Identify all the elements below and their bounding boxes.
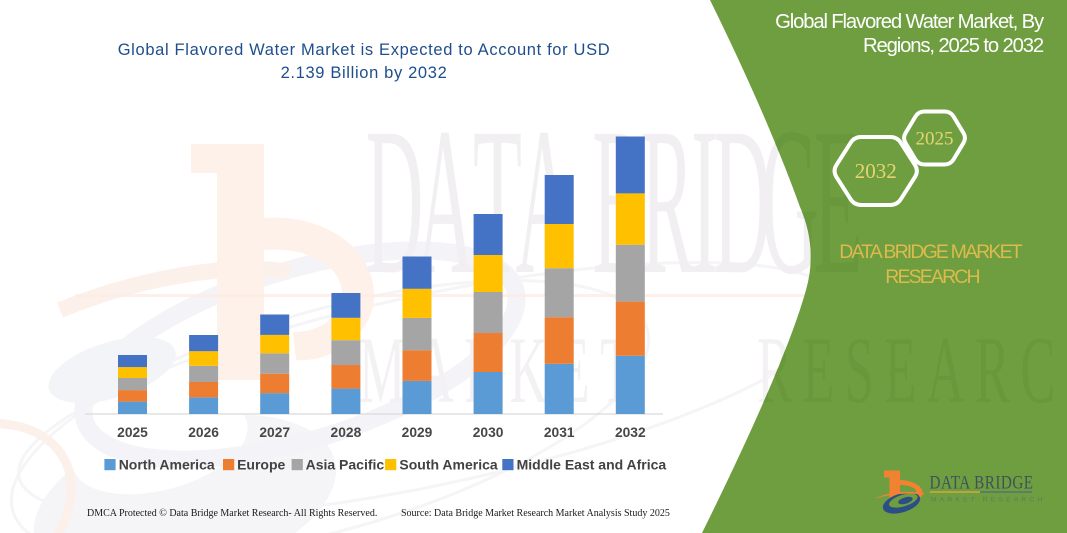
svg-text:South America: South America xyxy=(399,456,497,472)
svg-text:Source: Data Bridge Market Res: Source: Data Bridge Market Research Mark… xyxy=(401,508,670,519)
svg-text:2030: 2030 xyxy=(473,425,504,440)
svg-text:Europe: Europe xyxy=(237,456,285,472)
svg-text:Asia Pacific: Asia Pacific xyxy=(306,456,385,472)
svg-text:DATA BRIDGE: DATA BRIDGE xyxy=(930,472,1034,493)
svg-text:DMCA Protected © Data Bridge M: DMCA Protected © Data Bridge Market Rese… xyxy=(87,508,377,519)
svg-text:2031: 2031 xyxy=(544,425,575,440)
svg-text:2029: 2029 xyxy=(402,425,433,440)
svg-text:2026: 2026 xyxy=(188,425,219,440)
svg-text:RESEARCH: RESEARCH xyxy=(757,318,1067,423)
svg-text:I: I xyxy=(691,84,718,318)
svg-text:2032: 2032 xyxy=(855,159,897,183)
svg-text:2027: 2027 xyxy=(259,425,290,440)
svg-text:2028: 2028 xyxy=(331,425,362,440)
svg-text:2032: 2032 xyxy=(615,425,646,440)
svg-text:Middle East and Africa: Middle East and Africa xyxy=(517,456,667,472)
svg-text:D: D xyxy=(713,84,771,318)
svg-text:R: R xyxy=(641,84,695,318)
svg-text:MARKET RESEARCH: MARKET RESEARCH xyxy=(931,497,1045,504)
svg-text:2025: 2025 xyxy=(916,129,954,150)
svg-text:2.139 Billion by 2032: 2.139 Billion by 2032 xyxy=(281,64,448,82)
svg-text:DATA BRIDGE MARKET: DATA BRIDGE MARKET xyxy=(839,241,1023,263)
svg-text:2025: 2025 xyxy=(117,425,148,440)
svg-text:Regions, 2025 to 2032: Regions, 2025 to 2032 xyxy=(863,35,1044,57)
svg-text:RESEARCH: RESEARCH xyxy=(885,266,979,288)
svg-text:Global Flavored Water Market i: Global Flavored Water Market is Expected… xyxy=(118,41,611,59)
svg-text:North America: North America xyxy=(119,456,215,472)
svg-text:Global Flavored Water Market,: Global Flavored Water Market, By xyxy=(775,11,1045,33)
